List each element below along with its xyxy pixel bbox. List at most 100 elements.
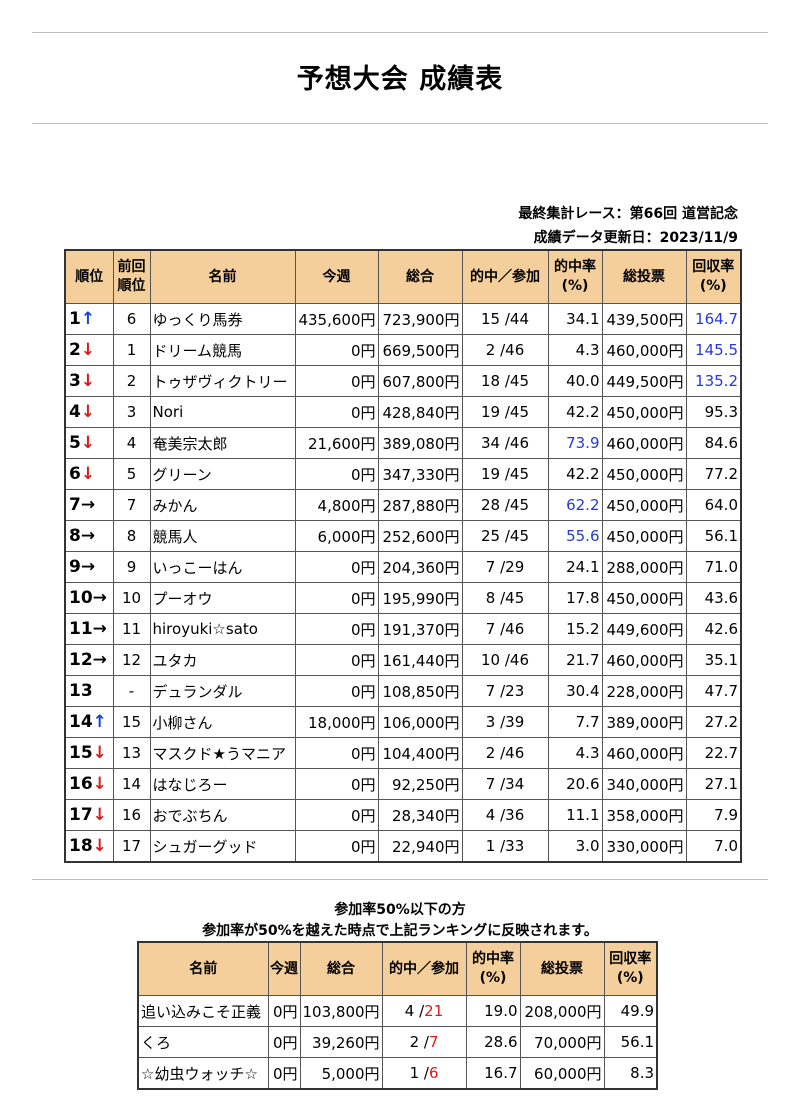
name-cell: Nori [149, 396, 296, 428]
votes-cell: 70,000円 [519, 1026, 605, 1058]
ranking-table: 順位 前回 順位 名前 今週 総合 的中／参加 的中率 (%) 総投票 回収率 (%)… [64, 249, 742, 863]
entries-count: /46 [500, 341, 525, 359]
arrow-down-icon: ↓ [80, 464, 96, 484]
name-cell: マスクド★うマニア [149, 737, 296, 769]
total-cell: 108,850円 [377, 675, 463, 707]
arrow-right-icon: → [80, 557, 96, 577]
votes-cell: 450,000円 [601, 520, 687, 552]
week-cell: 0円 [294, 768, 379, 800]
week-cell: 0円 [294, 737, 379, 769]
entries-count: 6 [428, 1064, 439, 1082]
hit-rate-cell: 62.2 [547, 489, 603, 521]
arrow-down-icon: ↓ [92, 743, 107, 763]
prev-rank-cell: 13 [112, 737, 151, 769]
hits-count: 10 [480, 651, 501, 669]
update-date-label: 成績データ更新日：2023/11/9 [533, 230, 738, 246]
total-cell: 104,400円 [377, 737, 463, 769]
header-total: 総合 [377, 249, 463, 304]
header-hits: 的中／参加 [461, 249, 549, 304]
rank-number: 4 [69, 402, 81, 422]
prev-rank-cell: 7 [112, 489, 151, 521]
rank-number: 2 [69, 340, 81, 360]
week-cell: 0円 [267, 995, 301, 1027]
table-row: 2↓ 1 ドリーム競馬 0円 669,500円 2 /46 4.3 460,000円 145.5 [64, 334, 742, 366]
hits-count: 19 [480, 403, 501, 421]
votes-cell: 450,000円 [601, 582, 687, 614]
hits-cell: 1 /6 [381, 1057, 467, 1090]
hit-rate-cell: 34.1 [547, 303, 603, 335]
header-hit-rate: 的中率 (%) [547, 249, 603, 304]
entries-count: /34 [500, 775, 525, 793]
total-cell: 39,260円 [299, 1026, 383, 1058]
rank-number: 16 [69, 774, 93, 794]
rank-cell: 2↓ [64, 334, 114, 366]
rank-cell: 9→ [64, 551, 114, 583]
rank-cell: 7→ [64, 489, 114, 521]
prev-rank-cell: 8 [112, 520, 151, 552]
hits-cell: 7 /23 [461, 675, 549, 707]
return-rate-cell: 145.5 [685, 334, 742, 366]
return-rate-cell: 35.1 [685, 644, 742, 676]
entries-count: /36 [500, 806, 525, 824]
votes-cell: 460,000円 [601, 644, 687, 676]
entries-count: /46 [500, 620, 525, 638]
hit-rate-cell: 30.4 [547, 675, 603, 707]
votes-cell: 460,000円 [601, 737, 687, 769]
votes-cell: 439,500円 [601, 303, 687, 335]
hits-cell: 8 /45 [461, 582, 549, 614]
votes-cell: 60,000円 [519, 1057, 605, 1090]
hit-rate-cell: 16.7 [465, 1057, 521, 1090]
votes-cell: 449,600円 [601, 613, 687, 645]
hit-rate-cell: 28.6 [465, 1026, 521, 1058]
return-rate-cell: 56.1 [603, 1026, 658, 1058]
week-cell: 0円 [294, 830, 379, 863]
title-divider [32, 123, 768, 124]
rank-cell: 13 [64, 675, 114, 707]
prev-rank-cell: 4 [112, 427, 151, 459]
arrow-right-icon: → [92, 619, 107, 639]
name-cell: くろ [137, 1026, 269, 1058]
rank-number: 1 [69, 309, 81, 329]
name-cell: 追い込みこそ正義 [137, 995, 269, 1027]
hits-cell: 2 /46 [461, 334, 549, 366]
votes-cell: 208,000円 [519, 995, 605, 1027]
total-cell: 607,800円 [377, 365, 463, 397]
hit-rate-cell: 55.6 [547, 520, 603, 552]
return-rate-cell: 135.2 [685, 365, 742, 397]
return-rate-cell: 49.9 [603, 995, 658, 1027]
name-cell: いっこーはん [149, 551, 296, 583]
header-hit-rate: 的中率 (%) [465, 941, 521, 996]
hits-cell: 3 /39 [461, 706, 549, 738]
total-cell: 389,080円 [377, 427, 463, 459]
table-row: 追い込みこそ正義 0円 103,800円 4 /21 19.0 208,000円 49.9 [137, 995, 658, 1027]
votes-cell: 460,000円 [601, 427, 687, 459]
rank-number: 12 [69, 650, 93, 670]
total-cell: 669,500円 [377, 334, 463, 366]
votes-cell: 449,500円 [601, 365, 687, 397]
week-cell: 0円 [294, 582, 379, 614]
week-cell: 0円 [294, 334, 379, 366]
hits-count: 25 [480, 527, 501, 545]
arrow-down-icon: ↓ [92, 805, 107, 825]
hits-count: 7 [485, 775, 496, 793]
name-cell: おでぶちん [149, 799, 296, 831]
table-row: 14↑ 15 小柳さん 18,000円 106,000円 3 /39 7.7 389,000円… [64, 706, 742, 738]
hits-count: 4 [485, 806, 496, 824]
entries-count: /45 [504, 465, 529, 483]
table-row: 3↓ 2 トゥザヴィクトリー 0円 607,800円 18 /45 40.0 449,500円… [64, 365, 742, 397]
prev-rank-cell: 5 [112, 458, 151, 490]
low-participation-table: 名前 今週 総合 的中／参加 的中率 (%) 総投票 回収率 (%) 追い込みこそ正義 0円 103… [137, 941, 659, 1090]
entries-count: /46 [504, 434, 529, 452]
header-name: 名前 [137, 941, 269, 996]
entries-count: /45 [500, 589, 525, 607]
hits-count: 28 [480, 496, 501, 514]
rank-number: 14 [69, 712, 93, 732]
name-cell: ユタカ [149, 644, 296, 676]
hit-rate-cell: 42.2 [547, 396, 603, 428]
name-cell: グリーン [149, 458, 296, 490]
hits-cell: 28 /45 [461, 489, 549, 521]
entries-count: 7 [428, 1033, 439, 1051]
total-cell: 191,370円 [377, 613, 463, 645]
return-rate-cell: 43.6 [685, 582, 742, 614]
hit-rate-cell: 42.2 [547, 458, 603, 490]
